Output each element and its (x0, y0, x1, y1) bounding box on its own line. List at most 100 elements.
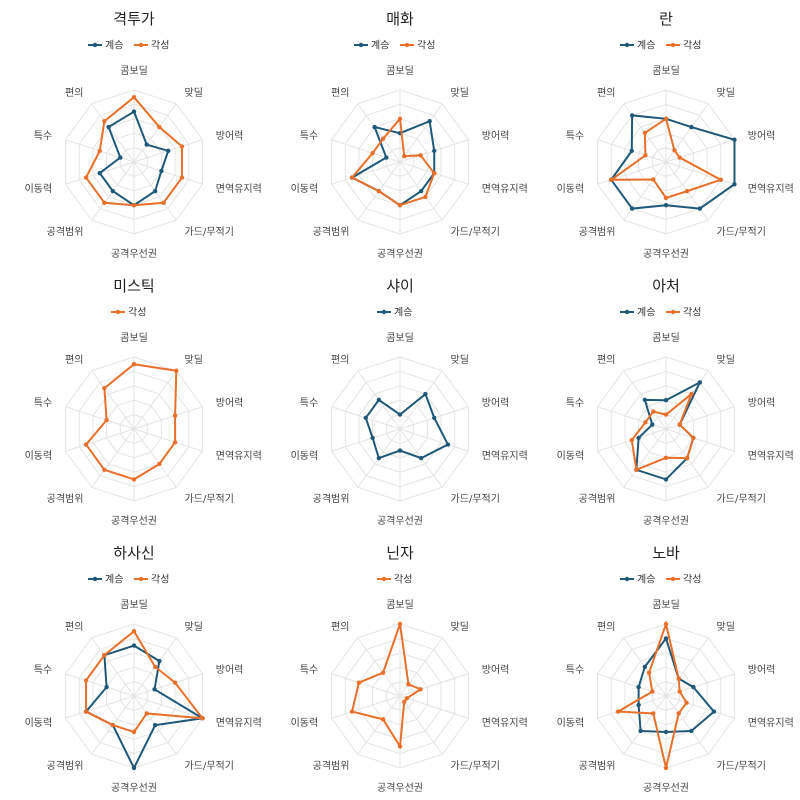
data-point (684, 455, 690, 461)
axis-label: 공격범위 (579, 759, 616, 772)
data-point (200, 716, 205, 721)
data-point (732, 137, 737, 142)
axis-label: 면역유지력 (482, 183, 528, 195)
axis-label: 가드/무적기 (185, 226, 234, 238)
data-point (131, 729, 137, 735)
legend-marker (624, 309, 630, 315)
axis-label: 이동력 (25, 450, 53, 462)
axis-spoke (399, 695, 469, 719)
axis-spoke (331, 695, 401, 719)
series-line (609, 114, 736, 210)
legend-label: 계승 (105, 574, 123, 586)
axis-label: 맞딜 (717, 621, 735, 633)
data-point (418, 687, 423, 692)
legend-label: 각성 (394, 574, 412, 586)
axis-spoke (91, 103, 135, 163)
axis-label: 콤보딜 (652, 65, 680, 77)
data-point (676, 676, 681, 681)
series-1 (608, 116, 724, 201)
axis-label: 공격범위 (313, 759, 350, 772)
axis-spoke (665, 370, 709, 430)
data-point (372, 124, 377, 130)
data-point (131, 643, 137, 648)
data-point (97, 148, 102, 154)
legend-item: 각성 (666, 574, 701, 586)
series-line (630, 390, 695, 472)
legend-item: 계승 (377, 307, 412, 319)
axis-label: 가드/무적기 (185, 760, 234, 772)
axis-spoke (357, 637, 401, 697)
axis-spoke (133, 428, 203, 452)
data-point (432, 148, 437, 154)
data-point (651, 409, 656, 414)
axis-label: 맞딜 (451, 354, 469, 366)
axis-label: 면역유지력 (482, 717, 528, 729)
data-point (174, 368, 179, 373)
axis-label: 맞딜 (185, 87, 203, 99)
data-point (663, 116, 669, 122)
axis-spoke (65, 428, 135, 452)
data-point (642, 130, 648, 136)
data-point (131, 95, 137, 100)
legend-marker (670, 309, 676, 315)
axis-spoke (65, 673, 135, 697)
legend-item: 각성 (134, 40, 169, 52)
axis-spoke (65, 406, 135, 430)
data-point (131, 362, 137, 367)
data-point (157, 124, 162, 130)
data-point (397, 744, 403, 749)
legend-item: 각성 (377, 574, 412, 586)
axis-spoke (133, 695, 203, 719)
data-point (404, 696, 410, 701)
axis-label: 편의 (65, 621, 83, 633)
axis-label: 특수 (34, 664, 52, 676)
axis-label: 공격우선권 (643, 247, 689, 260)
axis-spoke (623, 695, 667, 755)
data-point (643, 153, 648, 158)
axis-label: 편의 (65, 87, 83, 99)
axis-label: 방어력 (748, 664, 776, 676)
axis-label: 공격우선권 (377, 514, 423, 527)
data-point (676, 711, 681, 716)
axis-spoke (399, 695, 443, 755)
series-0 (609, 113, 737, 211)
data-point (104, 417, 109, 423)
legend-label: 각성 (151, 574, 169, 586)
data-point (376, 455, 382, 461)
data-point (110, 722, 116, 728)
data-point (609, 177, 614, 182)
axis-label: 방어력 (216, 130, 244, 142)
legend-item: 계승 (620, 307, 655, 319)
data-point (406, 682, 411, 687)
axis-spoke (665, 428, 735, 452)
axis-spoke (133, 673, 203, 697)
data-point (615, 709, 621, 714)
axis-label: 이동력 (291, 183, 319, 195)
axis-spoke (399, 370, 443, 430)
data-point (651, 177, 656, 182)
data-point (423, 391, 428, 397)
axis-label: 공격범위 (579, 225, 616, 238)
axis-spoke (133, 428, 177, 488)
axis-spoke (357, 695, 401, 755)
axis-label: 이동력 (291, 450, 319, 462)
axis-spoke (665, 637, 709, 697)
legend-marker (381, 576, 387, 582)
data-point (161, 200, 166, 205)
data-point (380, 717, 386, 722)
data-point (356, 680, 362, 685)
data-point (663, 455, 669, 460)
data-point (663, 765, 669, 771)
data-point (689, 124, 694, 130)
axis-label: 공격우선권 (111, 781, 157, 794)
data-point (397, 621, 403, 627)
data-point (102, 200, 107, 205)
axis-label: 편의 (331, 354, 349, 366)
chart-title: 노바 (652, 544, 680, 562)
legend-marker (92, 42, 98, 48)
